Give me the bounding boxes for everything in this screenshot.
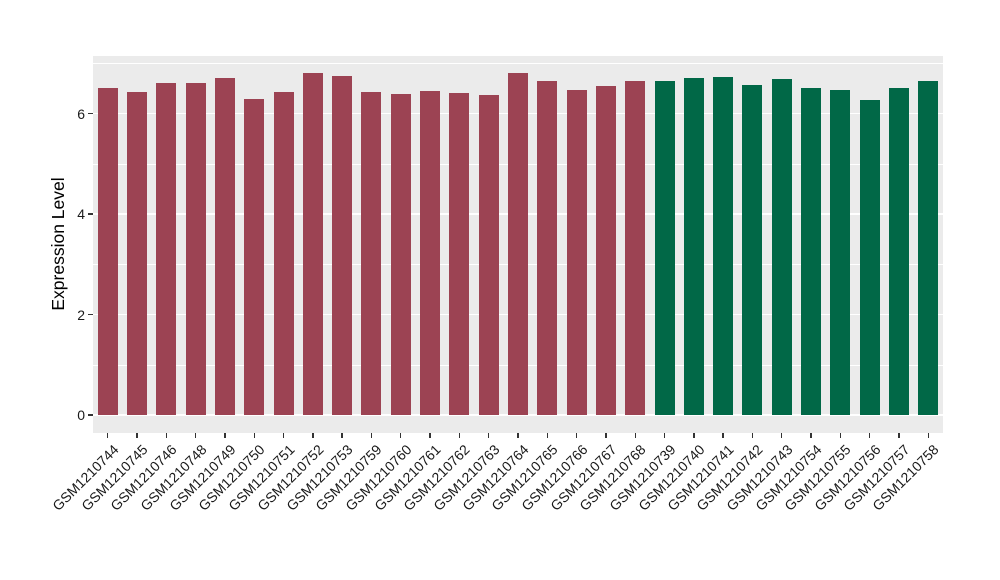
bar-GSM1210744 [97,88,118,415]
x-tick-mark [927,433,930,438]
major-gridline [93,414,943,416]
bar-GSM1210760 [390,94,411,415]
bar-GSM1210755 [830,90,851,415]
x-tick-mark [253,433,255,438]
y-tick-label: 0 [77,407,85,423]
bar-GSM1210739 [654,81,675,415]
x-tick-mark [869,433,871,438]
x-tick-mark [663,433,666,438]
bar-GSM1210757 [889,88,910,415]
x-tick-mark [370,433,373,438]
bar-GSM1210758 [918,81,939,415]
bar-GSM1210740 [683,78,704,415]
x-tick-mark [400,433,402,438]
x-tick-mark [136,433,138,438]
x-tick-mark [751,433,754,438]
x-tick-mark [517,433,519,438]
y-tick-mark [88,112,93,115]
bar-GSM1210767 [595,85,616,415]
bar-GSM1210748 [185,82,206,415]
y-tick-label: 4 [77,206,85,222]
y-tick-label: 6 [77,105,85,122]
bar-GSM1210749 [214,78,235,415]
y-tick-mark [88,313,93,316]
x-tick-mark [634,433,636,438]
bar-GSM1210753 [332,75,353,415]
bar-GSM1210763 [478,95,499,415]
x-tick-mark [693,433,695,438]
x-tick-mark [106,433,109,438]
x-tick-mark [341,433,343,438]
bar-GSM1210742 [742,85,763,415]
bar-GSM1210768 [625,81,646,415]
bar-GSM1210750 [244,99,265,415]
bar-GSM1210754 [801,88,822,415]
bar-GSM1210756 [859,100,880,415]
bar-GSM1210765 [537,81,558,415]
x-tick-mark [487,433,490,438]
y-tick-mark [88,213,93,215]
x-tick-mark [605,433,607,438]
x-tick-mark [194,433,197,438]
minor-gridline [93,63,943,65]
y-tick-label: 2 [77,306,85,323]
bar-GSM1210766 [566,90,587,415]
bar-GSM1210741 [713,77,734,415]
bar-GSM1210761 [420,90,441,415]
x-tick-mark [781,433,783,438]
x-tick-mark [839,433,842,438]
plot-panel [93,56,943,433]
bar-GSM1210743 [771,79,792,415]
x-tick-mark [429,433,431,438]
bar-GSM1210751 [273,92,294,415]
x-tick-mark [282,433,285,438]
bar-GSM1210762 [449,93,470,415]
x-tick-mark [165,433,167,438]
x-tick-mark [898,433,900,438]
x-tick-mark [224,433,226,438]
x-tick-mark [312,433,314,438]
x-tick-mark [575,433,578,438]
bar-GSM1210746 [156,83,177,415]
bar-GSM1210745 [126,92,147,415]
y-axis-title: Expression Level [48,177,68,311]
bar-GSM1210759 [361,91,382,415]
y-tick-mark [88,414,93,416]
x-tick-mark [810,433,812,438]
bar-GSM1210764 [508,73,528,415]
bar-GSM1210752 [302,73,323,415]
x-tick-mark [458,433,461,438]
x-tick-mark [722,433,724,438]
x-tick-mark [546,433,548,438]
